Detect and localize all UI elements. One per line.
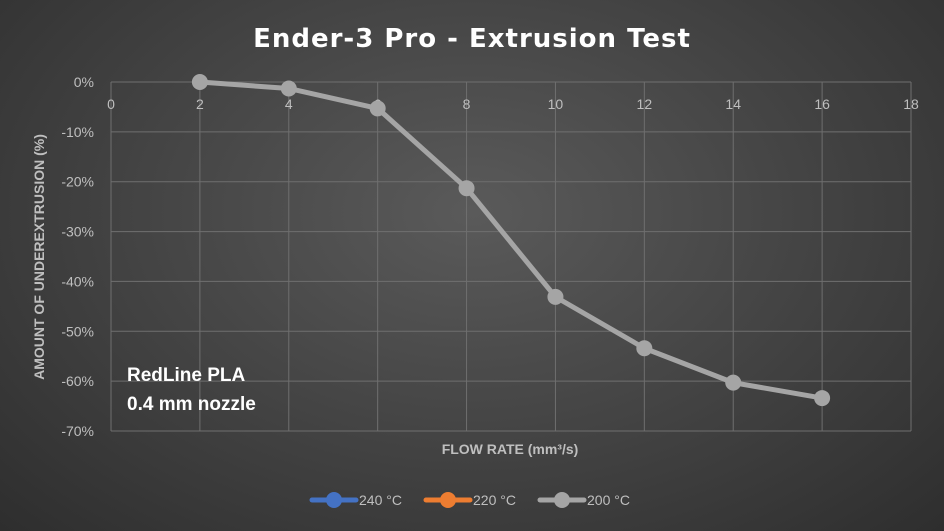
- data-point: [725, 374, 742, 391]
- legend-swatch-marker: [554, 492, 570, 508]
- x-tick-label: 4: [285, 96, 293, 112]
- y-tick-label: -60%: [61, 373, 94, 389]
- x-tick-label: 0: [107, 96, 115, 112]
- y-tick-label: -20%: [61, 174, 94, 190]
- legend-label: 220 °C: [473, 492, 516, 508]
- x-axis-title: FLOW RATE (mm³/s): [442, 441, 579, 457]
- legend: 240 °C 220 °C 200 °C: [309, 492, 630, 508]
- data-point: [547, 288, 564, 305]
- y-tick-label: -30%: [61, 224, 94, 240]
- y-tick-label: -50%: [61, 323, 94, 339]
- data-point: [191, 74, 208, 90]
- x-tick-labels: 024681012141618: [107, 96, 919, 112]
- series-group: [191, 74, 831, 407]
- annotation-filament: RedLine PLA: [127, 365, 246, 386]
- y-tick-labels: 0% -10% -20% -30% -40% -50% -60% -70%: [61, 74, 94, 439]
- legend-swatch-marker: [440, 492, 456, 508]
- series-line: [197, 79, 825, 401]
- data-point: [814, 390, 831, 407]
- chart-title: Ender-3 Pro - Extrusion Test: [253, 24, 691, 54]
- y-tick-label: 0%: [74, 74, 94, 90]
- y-axis-title: AMOUNT OF UNDEREXTRUSION (%): [31, 134, 47, 380]
- data-point: [636, 340, 653, 357]
- x-tick-label: 10: [548, 96, 564, 112]
- annotation-nozzle: 0.4 mm nozzle: [127, 394, 256, 415]
- y-tick-label: -40%: [61, 273, 94, 289]
- legend-swatch-marker: [326, 492, 342, 508]
- x-tick-label: 2: [196, 96, 204, 112]
- y-tick-label: -70%: [61, 423, 94, 439]
- legend-label: 240 °C: [359, 492, 402, 508]
- x-tick-label: 8: [463, 96, 471, 112]
- data-point: [280, 80, 297, 97]
- data-point: [458, 180, 475, 197]
- legend-label: 200 °C: [587, 492, 630, 508]
- x-tick-label: 14: [725, 96, 741, 112]
- x-tick-label: 12: [637, 96, 653, 112]
- data-point: [369, 100, 386, 117]
- grid: [110, 81, 912, 432]
- x-tick-label: 16: [814, 96, 830, 112]
- y-tick-label: -10%: [61, 124, 94, 140]
- x-tick-label: 18: [903, 96, 919, 112]
